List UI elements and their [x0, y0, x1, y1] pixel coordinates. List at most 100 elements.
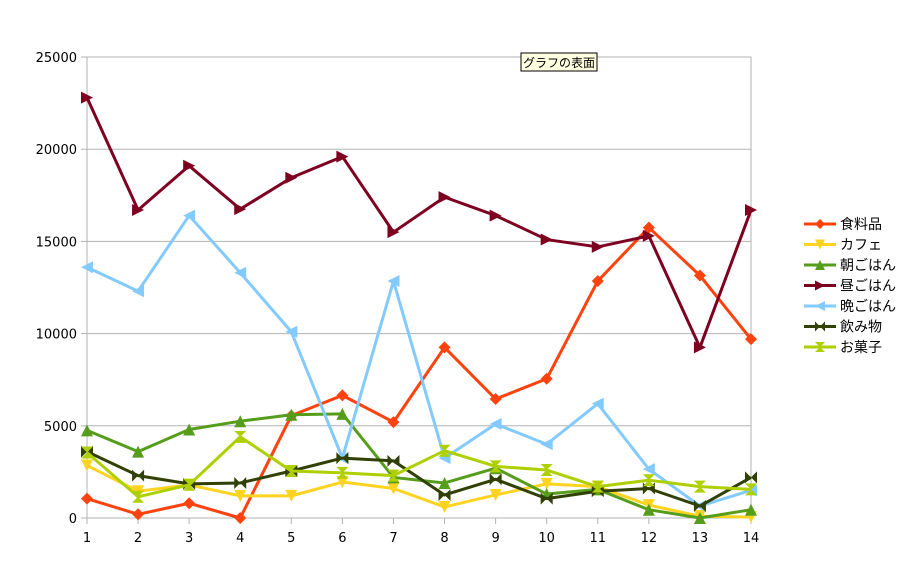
tooltip: グラフの表面 — [520, 52, 598, 72]
series-line — [86, 412, 752, 520]
data-point — [336, 407, 349, 420]
series-line — [86, 214, 752, 508]
data-point — [642, 463, 655, 476]
data-point — [693, 500, 706, 513]
data-point — [387, 226, 400, 239]
series-5 — [81, 209, 757, 513]
data-point — [591, 240, 604, 253]
x-tick-label: 4 — [236, 531, 244, 546]
x-tick-label: 10 — [538, 531, 555, 546]
data-point — [81, 492, 93, 505]
data-point — [132, 508, 145, 521]
x-tick-label: 13 — [692, 531, 709, 546]
x-tick-label: 1 — [83, 531, 91, 546]
data-point — [285, 171, 298, 184]
data-point — [745, 471, 757, 484]
data-point — [81, 459, 93, 472]
data-point — [591, 480, 604, 493]
data-point — [285, 489, 298, 502]
data-point — [81, 91, 93, 104]
data-point — [387, 469, 400, 482]
legend-marker — [815, 260, 825, 270]
x-tick-label: 2 — [134, 531, 142, 546]
data-point — [540, 464, 553, 477]
data-point — [183, 159, 196, 172]
data-point — [693, 269, 706, 282]
y-tick-label: 25000 — [36, 51, 77, 66]
data-point — [693, 512, 706, 524]
data-point — [489, 488, 502, 501]
y-tick-label: 20000 — [36, 143, 77, 158]
data-point — [336, 466, 349, 479]
legend-marker — [815, 280, 825, 291]
data-point — [438, 500, 451, 513]
legend-item: 食料品 — [804, 216, 882, 233]
data-point — [234, 476, 247, 489]
data-point — [234, 512, 247, 524]
legend-label: お菓子 — [840, 340, 882, 356]
data-point — [540, 233, 553, 246]
data-point — [183, 497, 196, 510]
legend-marker — [815, 321, 825, 332]
series-4 — [81, 91, 757, 354]
data-point — [183, 209, 196, 222]
legend-item: カフェ — [804, 238, 882, 254]
legend-item: 朝ごはん — [804, 258, 896, 274]
data-point — [183, 423, 196, 436]
data-point — [540, 438, 553, 451]
data-point — [336, 452, 349, 465]
data-point — [336, 150, 349, 163]
legend-label: カフェ — [840, 238, 882, 254]
data-point — [438, 191, 451, 204]
data-point — [132, 204, 145, 217]
legend-item: 晩ごはん — [804, 299, 896, 315]
series-line — [85, 96, 753, 349]
data-point — [336, 476, 349, 489]
x-tick-label: 5 — [287, 531, 295, 546]
series-line — [86, 464, 752, 519]
data-point — [591, 397, 604, 410]
data-point — [81, 261, 93, 274]
data-point — [489, 473, 502, 486]
data-point — [438, 341, 451, 354]
legend-item: 昼ごはん — [804, 279, 896, 295]
data-point — [642, 221, 655, 234]
data-point — [132, 490, 145, 503]
data-point — [234, 489, 247, 502]
data-point — [540, 372, 553, 385]
series-line — [86, 435, 752, 499]
data-point — [642, 503, 655, 516]
data-point — [183, 478, 196, 491]
x-tick-label: 14 — [743, 531, 760, 546]
data-point — [285, 464, 298, 477]
data-point — [285, 325, 298, 338]
grid-lines — [87, 56, 751, 519]
data-point — [745, 333, 757, 346]
y-tick-label: 5000 — [44, 420, 77, 435]
data-point — [387, 416, 400, 429]
data-point — [642, 474, 655, 487]
data-point — [81, 424, 93, 437]
data-point — [745, 483, 757, 496]
legend-marker — [815, 342, 825, 352]
data-point — [642, 229, 655, 242]
legend-marker — [815, 219, 825, 229]
data-point — [591, 275, 604, 288]
data-point — [540, 492, 553, 505]
y-tick-label: 10000 — [36, 328, 77, 343]
y-tick-label: 0 — [69, 512, 77, 527]
data-point — [234, 203, 247, 216]
series-layer — [81, 91, 757, 524]
data-point — [132, 469, 145, 482]
data-point — [387, 482, 400, 495]
x-tick-label: 11 — [589, 531, 606, 546]
data-point — [438, 444, 451, 457]
data-point — [489, 209, 502, 222]
data-point — [489, 393, 502, 406]
legend-label: 晩ごはん — [840, 299, 896, 315]
x-tick-label: 7 — [389, 531, 397, 546]
series-7 — [81, 430, 757, 503]
data-point — [285, 408, 298, 421]
series-line — [86, 450, 752, 508]
